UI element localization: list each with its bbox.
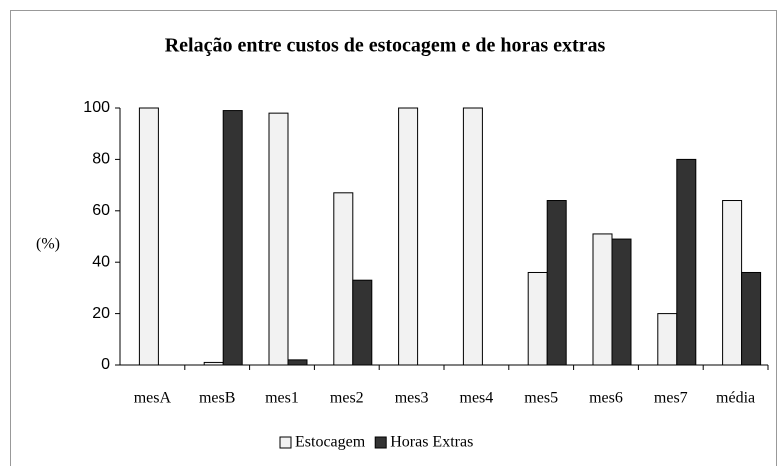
x-tick-label: mesB xyxy=(199,390,235,407)
bar xyxy=(462,107,483,366)
x-tick-label: média xyxy=(716,390,755,407)
legend-label: Estocagem xyxy=(295,434,366,451)
bar xyxy=(203,361,224,366)
x-tick-label: mes2 xyxy=(330,390,364,407)
x-tick-label: mes3 xyxy=(395,390,429,407)
y-tick-label: 100 xyxy=(83,99,110,116)
y-tick-label: 40 xyxy=(92,253,110,270)
y-tick-label: 60 xyxy=(92,202,110,219)
bar xyxy=(657,313,678,366)
bar xyxy=(222,110,243,366)
y-axis-label: (%) xyxy=(36,236,60,253)
bar xyxy=(676,158,697,366)
y-tick-label: 80 xyxy=(92,151,110,168)
x-tick-label: mes1 xyxy=(265,390,299,407)
bar xyxy=(741,271,762,366)
bar xyxy=(352,279,373,366)
y-tick-label: 0 xyxy=(101,356,110,373)
bar xyxy=(527,271,548,366)
x-tick-label: mes4 xyxy=(460,390,494,407)
legend-swatch xyxy=(279,436,292,449)
bar xyxy=(722,200,743,366)
bar xyxy=(398,107,419,366)
bar xyxy=(592,233,613,366)
bar xyxy=(138,107,159,366)
x-tick-label: mes5 xyxy=(524,390,558,407)
legend-label: Horas Extras xyxy=(390,434,473,451)
x-tick-label: mesA xyxy=(134,390,172,407)
bar xyxy=(287,359,308,366)
chart-title: Relação entre custos de estocagem e de h… xyxy=(165,35,606,57)
x-tick-label: mes6 xyxy=(589,390,623,407)
bar xyxy=(546,200,567,366)
chart-frame xyxy=(10,10,777,466)
bar xyxy=(333,192,354,366)
bar xyxy=(611,238,632,366)
bar xyxy=(268,112,289,366)
legend-swatch xyxy=(374,436,387,449)
x-tick-label: mes7 xyxy=(654,390,688,407)
y-tick-label: 20 xyxy=(92,305,110,322)
